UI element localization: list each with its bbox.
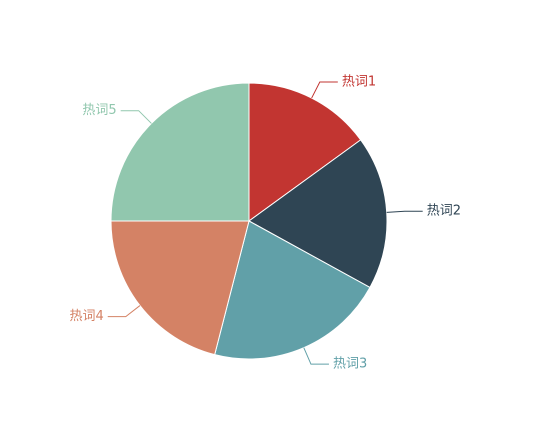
slice-label-1: 热词1 [342, 75, 376, 90]
leader-line-4 [107, 305, 141, 318]
leader-line-2 [386, 210, 423, 213]
pie-slice-5[interactable] [110, 82, 250, 222]
label-leader-lines [107, 81, 423, 365]
pie-slice-4[interactable] [110, 220, 250, 356]
leader-line-5 [120, 110, 152, 124]
slice-label-3: 热词3 [333, 357, 367, 372]
pie-slices [110, 82, 388, 360]
slice-label-4: 热词4 [69, 309, 103, 324]
slice-labels: 热词1 热词2 热词3 热词4 热词5 [69, 75, 461, 372]
pie-slice-3[interactable] [214, 220, 371, 360]
leader-line-1 [311, 81, 338, 99]
pie-slice-2[interactable] [248, 139, 388, 289]
pie-slice-1[interactable] [248, 82, 362, 222]
leader-line-3 [303, 347, 329, 365]
slice-label-2: 热词2 [427, 204, 461, 219]
slice-label-5: 热词5 [82, 103, 116, 118]
